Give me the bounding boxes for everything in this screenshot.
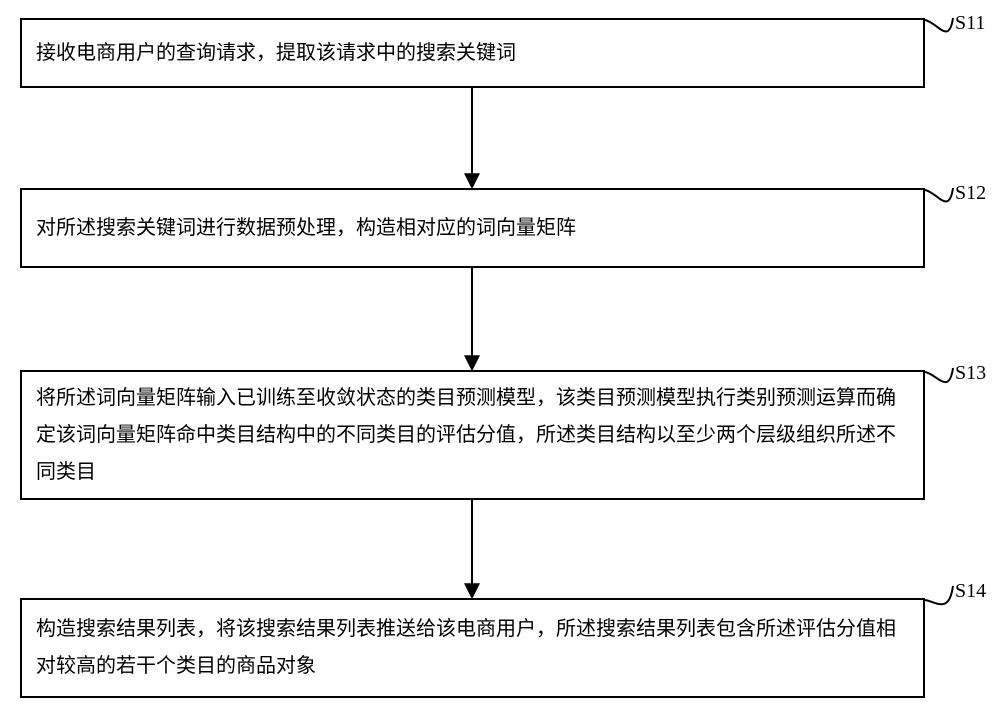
flow-node-s13: 将所述词向量矩阵输入已训练至收敛状态的类目预测模型，该类目预测模型执行类别预测运… — [20, 370, 925, 500]
step-label-s12: S12 — [955, 182, 986, 205]
label-connector-s11 — [925, 18, 953, 31]
label-connector-s14 — [925, 586, 953, 604]
flow-node-s11: 接收电商用户的查询请求，提取该请求中的搜索关键词 — [20, 18, 925, 88]
step-label-s11: S11 — [955, 12, 985, 35]
flowchart-canvas: 接收电商用户的查询请求，提取该请求中的搜索关键词 S11 对所述搜索关键词进行数据预… — [0, 0, 1000, 715]
flow-node-s12: 对所述搜索关键词进行数据预处理，构造相对应的词向量矩阵 — [20, 188, 925, 268]
label-connector-s13 — [925, 368, 953, 382]
flow-node-text: 将所述词向量矩阵输入已训练至收敛状态的类目预测模型，该类目预测模型执行类别预测运… — [36, 380, 909, 491]
flow-node-text: 接收电商用户的查询请求，提取该请求中的搜索关键词 — [36, 35, 909, 72]
step-label-s13: S13 — [955, 362, 986, 385]
flow-node-text: 构造搜索结果列表，将该搜索结果列表推送给该电商用户，所述搜索结果列表包含所述评估… — [36, 611, 909, 685]
step-label-s14: S14 — [955, 580, 986, 603]
flow-node-s14: 构造搜索结果列表，将该搜索结果列表推送给该电商用户，所述搜索结果列表包含所述评估… — [20, 598, 925, 698]
flow-node-text: 对所述搜索关键词进行数据预处理，构造相对应的词向量矩阵 — [36, 210, 909, 247]
label-connector-s12 — [925, 188, 953, 201]
